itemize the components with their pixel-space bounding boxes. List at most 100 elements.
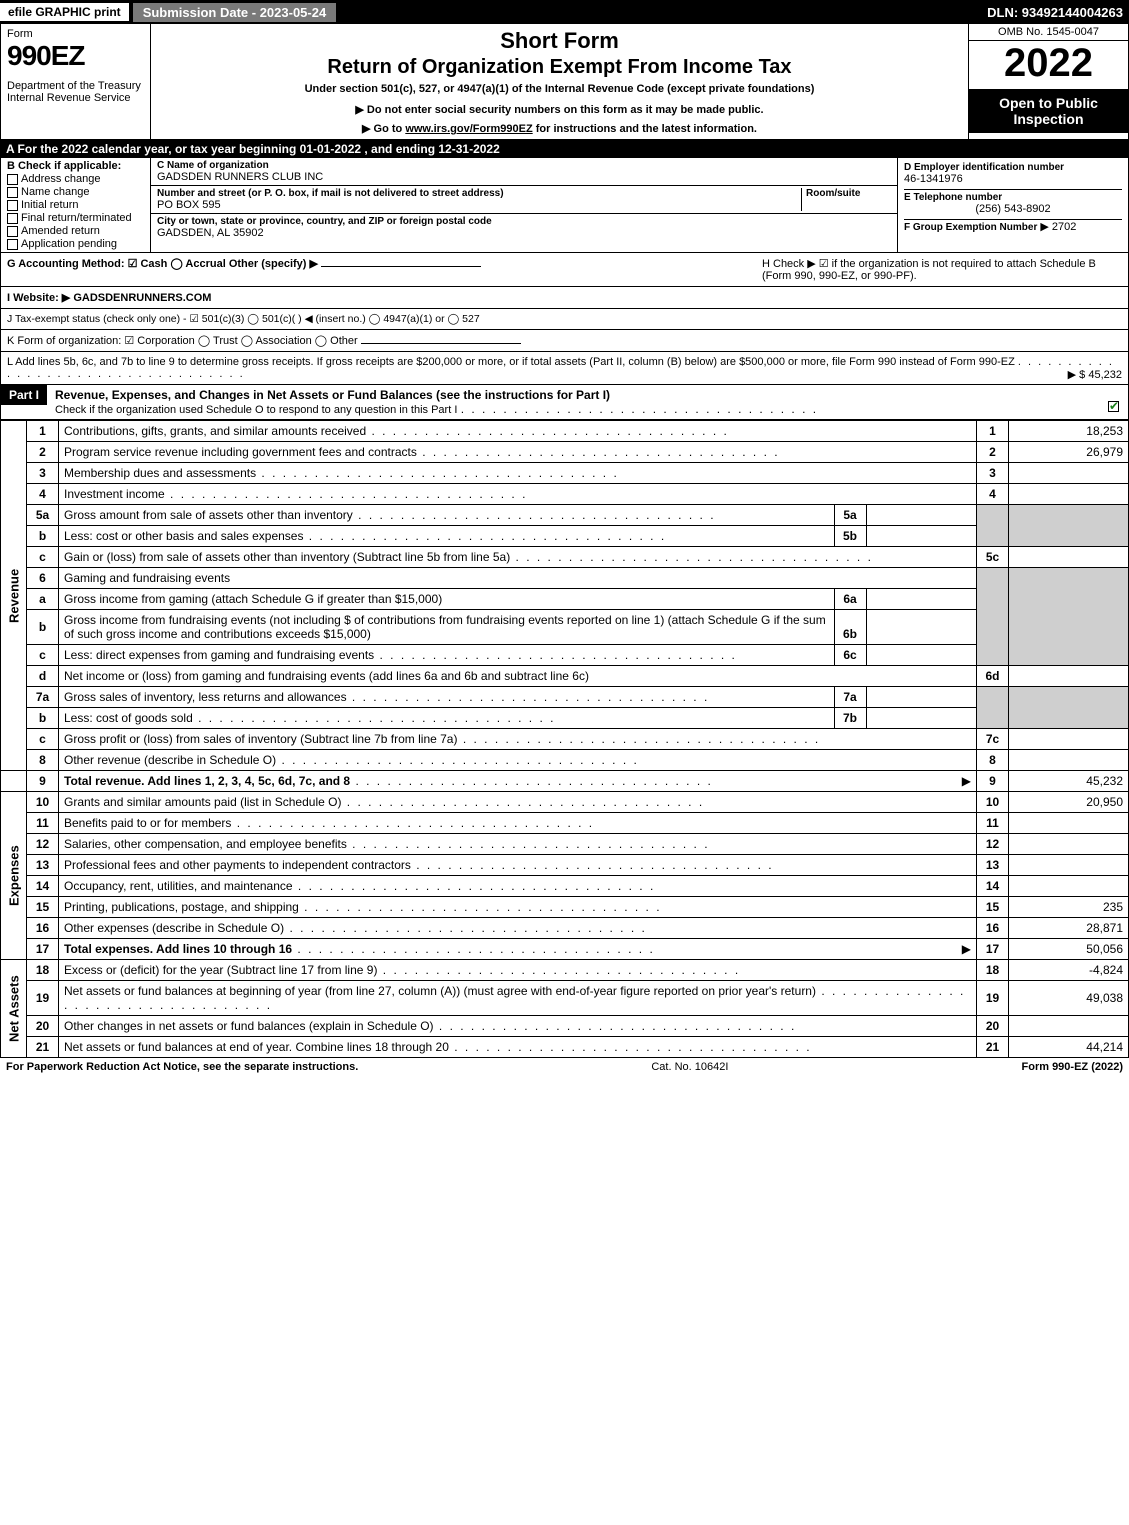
r17-rn: 17 [977,939,1009,960]
r9-amt: 45,232 [1009,771,1129,792]
opt-address: Address change [21,173,101,185]
r10-amt: 20,950 [1009,792,1129,813]
r5c-num: c [27,547,59,568]
r18-text: Excess or (deficit) for the year (Subtra… [64,963,377,977]
r6-num: 6 [27,568,59,589]
r9-num: 9 [27,771,59,792]
ein-value: 46-1341976 [904,173,1122,185]
r5b-text: Less: cost or other basis and sales expe… [64,529,303,543]
r7a-text: Gross sales of inventory, less returns a… [64,690,347,704]
r1-rn: 1 [977,421,1009,442]
r15-text: Printing, publications, postage, and shi… [64,900,299,914]
r7b-num: b [27,708,59,729]
r18-rn: 18 [977,960,1009,981]
r6a-val [866,589,976,609]
r8-text: Other revenue (describe in Schedule O) [64,753,276,767]
r6d-rn: 6d [977,666,1009,687]
submission-date: Submission Date - 2023-05-24 [133,3,337,22]
line-h: H Check ▶ ☑ if the organization is not r… [762,257,1122,282]
r21-num: 21 [27,1037,59,1058]
r4-rn: 4 [977,484,1009,505]
check-name-change[interactable] [7,187,18,198]
r6c-val [866,645,976,665]
c-name-label: C Name of organization [157,160,891,171]
r12-text: Salaries, other compensation, and employ… [64,837,347,851]
r6b-mn: 6b [834,610,866,644]
check-initial[interactable] [7,200,18,211]
r6b-val [866,610,976,644]
opt-initial: Initial return [21,199,78,211]
r6c-num: c [27,645,59,666]
omb-number: OMB No. 1545-0047 [969,24,1128,41]
r14-num: 14 [27,876,59,897]
line-i: I Website: ▶ GADSDENRUNNERS.COM [0,287,1129,309]
part-i-label: Part I [1,385,47,405]
short-form-title: Short Form [161,28,958,54]
r16-text: Other expenses (describe in Schedule O) [64,921,284,935]
r7a-mn: 7a [834,687,866,707]
r6c-mn: 6c [834,645,866,665]
r5a-num: 5a [27,505,59,526]
r13-rn: 13 [977,855,1009,876]
r16-amt: 28,871 [1009,918,1129,939]
goto-link[interactable]: ▶ Go to www.irs.gov/Form990EZ for instru… [161,122,958,135]
ssn-warning: ▶ Do not enter social security numbers o… [161,103,958,116]
check-amended[interactable] [7,226,18,237]
e-phone-label: E Telephone number [904,192,1122,203]
r15-amt: 235 [1009,897,1129,918]
side-net: Net Assets [1,960,27,1058]
r13-amt [1009,855,1129,876]
r5a-val [866,505,976,525]
line-l-amount: ▶ $ 45,232 [1068,368,1122,381]
b-label: B Check if applicable: [7,160,121,172]
org-name: GADSDEN RUNNERS CLUB INC [157,171,891,183]
form-title: Return of Organization Exempt From Incom… [161,56,958,79]
r21-rn: 21 [977,1037,1009,1058]
r16-num: 16 [27,918,59,939]
r6b-text: Gross income from fundraising events (no… [59,610,834,644]
f-group-label: F Group Exemption Number [904,222,1037,233]
r19-rn: 19 [977,981,1009,1016]
top-bar: efile GRAPHIC print Submission Date - 20… [0,0,1129,24]
group-value: ▶ 2702 [1040,221,1076,233]
r1-text: Contributions, gifts, grants, and simila… [64,424,366,438]
phone-value: (256) 543-8902 [904,203,1122,215]
r20-rn: 20 [977,1016,1009,1037]
r7b-text: Less: cost of goods sold [64,711,193,725]
r3-rn: 3 [977,463,1009,484]
r7c-num: c [27,729,59,750]
form-header: Form 990EZ Department of the Treasury In… [0,24,1129,140]
r6-text: Gaming and fundraising events [59,568,977,589]
r5c-amt [1009,547,1129,568]
r5b-val [866,526,976,546]
part-i-checkbox[interactable] [1108,401,1119,412]
grey-5b [1009,505,1129,547]
c-city-label: City or town, state or province, country… [157,216,891,227]
side-revenue: Revenue [1,421,27,771]
r17-num: 17 [27,939,59,960]
check-final[interactable] [7,213,18,224]
c-addr-label: Number and street (or P. O. box, if mail… [157,188,801,199]
r20-text: Other changes in net assets or fund bala… [64,1019,434,1033]
r2-num: 2 [27,442,59,463]
r6a-num: a [27,589,59,610]
r19-num: 19 [27,981,59,1016]
room-label: Room/suite [806,188,891,199]
irs-link[interactable]: www.irs.gov/Form990EZ [405,123,532,135]
r14-rn: 14 [977,876,1009,897]
grey-7b [1009,687,1129,729]
line-l: L Add lines 5b, 6c, and 7b to line 9 to … [0,352,1129,385]
check-address-change[interactable] [7,174,18,185]
check-pending[interactable] [7,239,18,250]
efile-link[interactable]: efile GRAPHIC print [0,3,129,21]
r6c-text: Less: direct expenses from gaming and fu… [64,648,374,662]
form-number: 990EZ [7,40,144,72]
line-k: K Form of organization: ☑ Corporation ◯ … [0,330,1129,352]
r7b-mn: 7b [834,708,866,728]
r14-amt [1009,876,1129,897]
form-label: Form [7,28,144,40]
r15-rn: 15 [977,897,1009,918]
r18-num: 18 [27,960,59,981]
r5b-num: b [27,526,59,547]
line-l-text: L Add lines 5b, 6c, and 7b to line 9 to … [7,356,1015,368]
